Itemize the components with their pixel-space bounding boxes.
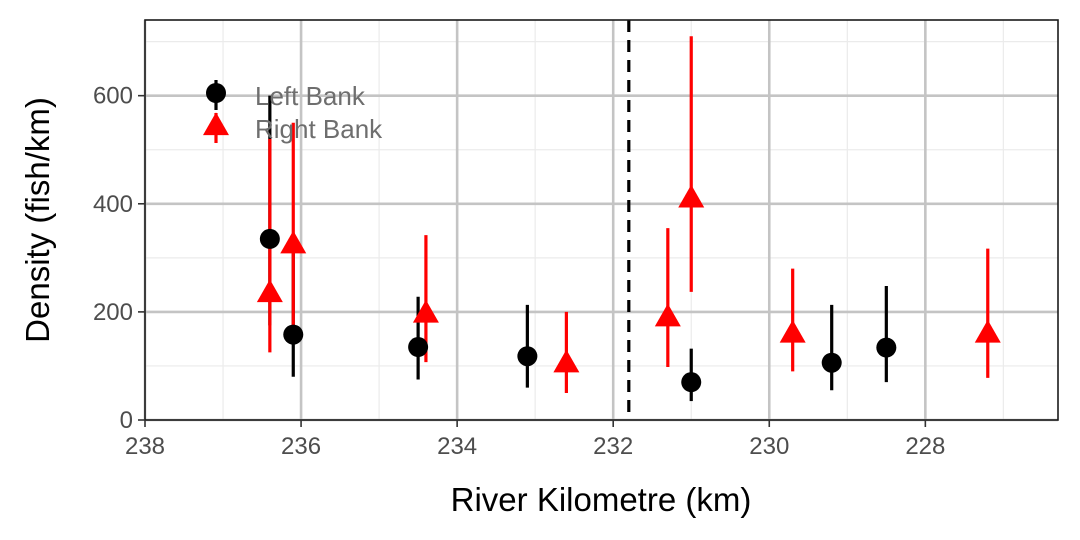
grid-minor xyxy=(145,20,1058,420)
right-bank-point xyxy=(553,349,580,373)
x-tick-label: 232 xyxy=(593,433,633,460)
x-tick-label: 238 xyxy=(125,433,165,460)
left-bank-point xyxy=(408,337,429,358)
y-tick-label: 400 xyxy=(93,191,133,218)
x-tick-label: 234 xyxy=(437,433,477,460)
legend-label-left-bank: Left Bank xyxy=(255,81,366,111)
panel-background xyxy=(145,20,1058,420)
right-bank-point xyxy=(412,299,439,323)
axis-tick-labels: 238 236 234 232 230 228 0 200 400 600 xyxy=(93,83,945,460)
y-tick-label: 200 xyxy=(93,299,133,326)
right-bank-point xyxy=(974,319,1001,343)
left-bank-point xyxy=(259,228,280,249)
left-bank-point xyxy=(283,324,304,345)
right-bank-point xyxy=(678,184,705,208)
panel-border xyxy=(144,19,1059,421)
right-bank-point xyxy=(280,230,307,254)
error-bars xyxy=(268,36,990,402)
right-bank-point xyxy=(256,279,283,303)
y-axis-title: Density (fish/km) xyxy=(19,97,56,343)
data-points xyxy=(256,184,1001,393)
left-bank-point xyxy=(876,337,897,358)
x-axis-title: River Kilometre (km) xyxy=(451,481,752,518)
right-bank-point xyxy=(779,319,806,343)
left-bank-point xyxy=(681,372,702,393)
x-tick-label: 236 xyxy=(281,433,321,460)
legend-label-right-bank: Right Bank xyxy=(255,114,383,144)
axis-ticks xyxy=(138,94,927,427)
right-bank-point xyxy=(654,303,681,327)
left-bank-point xyxy=(517,346,538,367)
y-tick-label: 600 xyxy=(93,83,133,110)
y-tick-label: 0 xyxy=(120,407,133,434)
legend-key-right-bank xyxy=(203,112,229,136)
left-bank-point xyxy=(821,352,842,373)
legend-key-left-bank xyxy=(206,83,226,103)
x-tick-label: 228 xyxy=(905,433,945,460)
x-tick-label: 230 xyxy=(749,433,789,460)
